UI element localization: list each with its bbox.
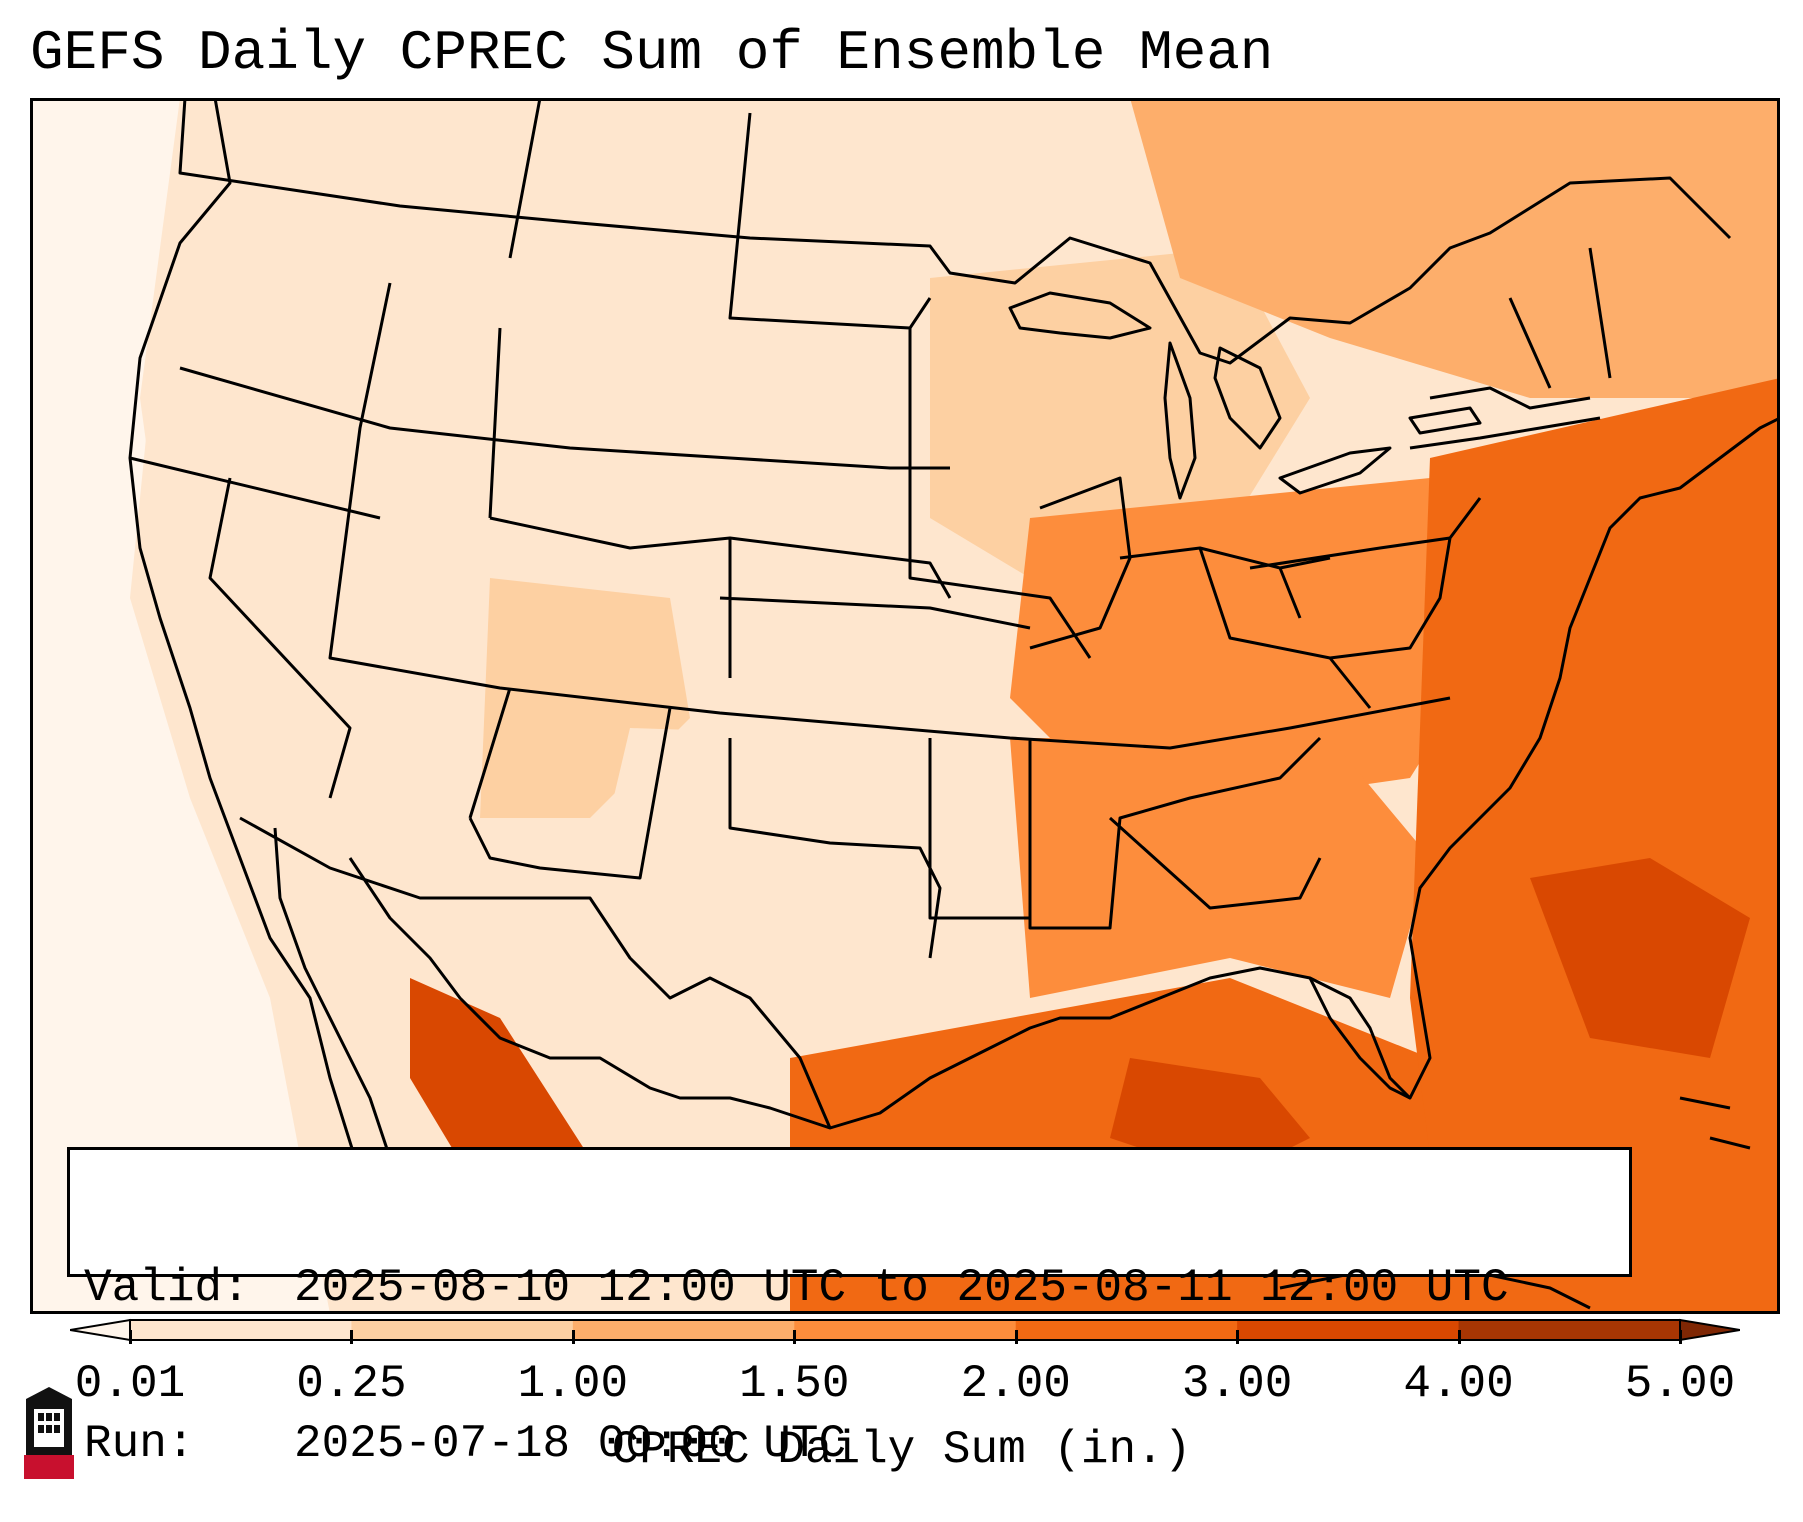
colorbar-segment <box>1015 1320 1238 1340</box>
colorbar-segment <box>1458 1320 1681 1340</box>
us-mexico-border <box>239 816 832 1129</box>
colorbar-tick <box>1457 1330 1461 1344</box>
florida-peninsula <box>1308 977 1411 1100</box>
lake-erie <box>1278 446 1392 495</box>
lake-superior <box>1008 291 1152 340</box>
colorbar-tick-label: 4.00 <box>1403 1358 1514 1410</box>
colorbar-tick <box>350 1330 354 1344</box>
valid-label: Valid: <box>84 1262 250 1314</box>
map-title: GEFS Daily CPREC Sum of Ensemble Mean <box>30 21 1274 85</box>
validity-info-box: Valid: 2025-08-10 12:00 UTC to 2025-08-1… <box>67 1147 1632 1470</box>
colorbar-label: CPREC Daily Sum (in.) <box>611 1424 1192 1476</box>
colorbar-tick <box>793 1330 797 1344</box>
precip-region-atlantic-offshore <box>1410 378 1780 1314</box>
colorbar-ticks: 0.01 0.25 1.00 1.50 2.00 3.00 4.00 5.00 <box>0 1330 1803 1420</box>
colorbar-tick-label: 2.00 <box>960 1358 1071 1410</box>
precip-region-atlantic-core <box>1530 858 1750 1058</box>
colorbar-segment <box>130 1320 352 1340</box>
precip-region-northern-plains <box>730 98 950 578</box>
lake-ontario <box>1408 406 1482 435</box>
colorbar-segment <box>351 1320 574 1340</box>
precip-region-pacific-ocean-west <box>30 98 330 1314</box>
west-coast-line <box>128 98 372 1229</box>
colorbar-tick <box>1236 1330 1240 1344</box>
colorbar-tick-label: 5.00 <box>1624 1358 1736 1410</box>
precip-map <box>30 98 1780 1314</box>
colorbar-tick-label: 3.00 <box>1181 1358 1293 1410</box>
valid-value: 2025-08-10 12:00 UTC to 2025-08-11 12:00… <box>294 1262 1509 1314</box>
state-lines <box>129 98 1612 959</box>
colorbar-tick-label: 1.00 <box>517 1358 629 1410</box>
colorbar-segment <box>794 1320 1017 1340</box>
precip-region-texas <box>590 728 950 1098</box>
lake-michigan <box>1163 341 1197 500</box>
run-value: 2025-07-18 00:00 UTC <box>294 1418 847 1470</box>
niu-tower-logo-icon <box>20 1385 78 1480</box>
precip-region-southeast <box>1010 738 1430 998</box>
colorbar-tick <box>129 1330 132 1344</box>
colorbar-tick <box>571 1330 575 1344</box>
colorbar-tick <box>1014 1330 1018 1344</box>
colorbar-tick-label: 1.50 <box>739 1358 850 1410</box>
lake-huron <box>1213 346 1282 450</box>
run-label: Run: <box>84 1418 195 1470</box>
colorbar-segment <box>572 1320 795 1340</box>
precip-region-ohio-valley <box>1010 478 1510 818</box>
caribbean-islands <box>1679 1096 1751 1150</box>
colorbar-tick-label: 0.25 <box>296 1358 407 1410</box>
precip-region-intermountain-west <box>360 198 750 718</box>
colorbar-tick-label: 0.01 <box>74 1358 186 1410</box>
precip-region-west-coast <box>140 98 400 858</box>
us-canada-border <box>178 98 1732 365</box>
colorbar-tick <box>1679 1330 1682 1344</box>
precip-region-northern-canada <box>1130 98 1780 398</box>
precip-region-great-lakes <box>930 248 1310 578</box>
colorbar-segment <box>1237 1320 1460 1340</box>
